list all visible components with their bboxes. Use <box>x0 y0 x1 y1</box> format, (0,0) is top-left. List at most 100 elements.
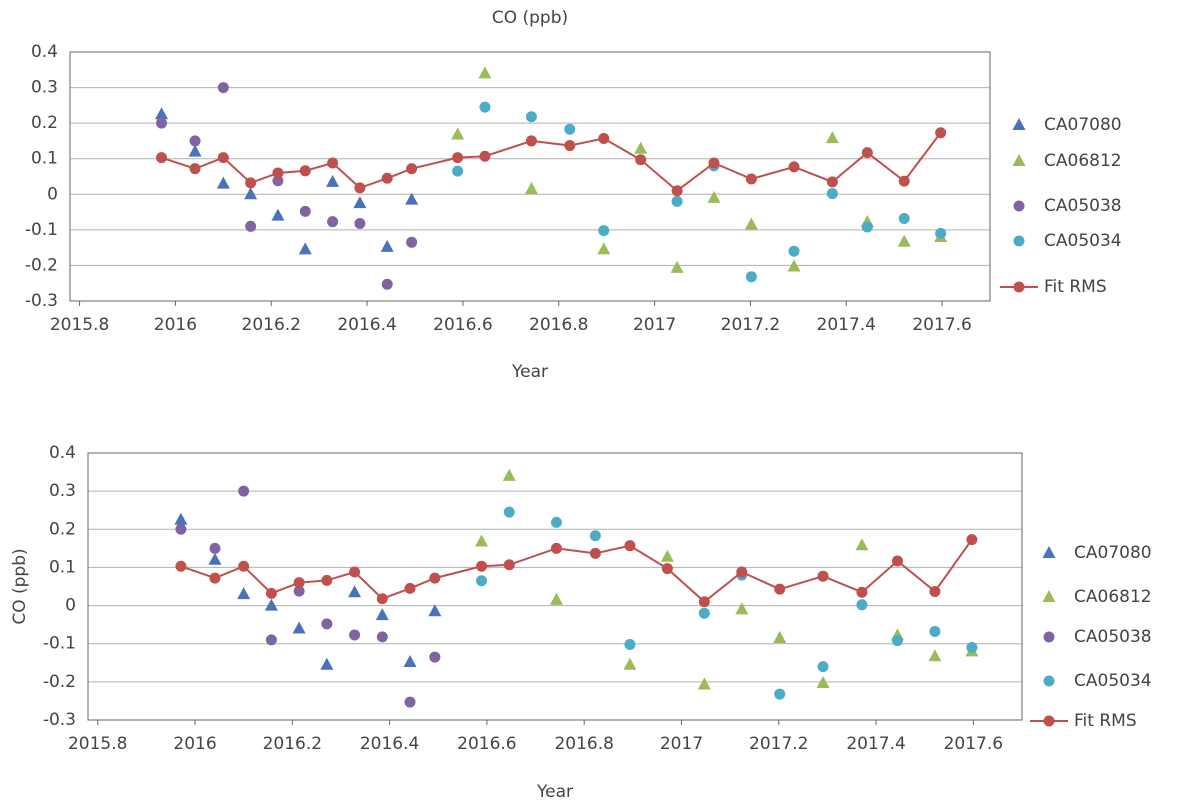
y-tick-label: -0.1 <box>25 220 58 240</box>
chart-title: CO (ppb) <box>492 8 568 28</box>
x-tick-label: 2016.2 <box>242 315 301 335</box>
data-point <box>525 111 537 123</box>
data-point <box>861 147 873 159</box>
data-point <box>405 192 419 205</box>
x-tick-label: 2016.4 <box>360 734 419 754</box>
data-point <box>671 195 683 207</box>
data-point <box>271 208 285 221</box>
y-tick-label: -0.2 <box>25 255 58 275</box>
data-point <box>326 174 340 187</box>
x-tick-label: 2017 <box>633 315 676 335</box>
data-point <box>861 221 873 233</box>
legend-marker <box>1013 281 1025 293</box>
data-point <box>736 566 748 578</box>
data-point <box>292 621 306 634</box>
data-point <box>476 560 488 572</box>
x-tick-label: 2017.6 <box>912 315 971 335</box>
data-point <box>855 538 869 551</box>
data-point <box>298 242 312 255</box>
x-tick-label: 2016.6 <box>457 734 516 754</box>
data-point <box>788 245 800 257</box>
x-tick-label: 2016 <box>154 315 197 335</box>
data-point <box>375 608 389 621</box>
x-tick-label: 2015.8 <box>68 734 127 754</box>
data-point <box>826 188 838 200</box>
data-point <box>354 182 366 194</box>
data-point <box>264 598 278 611</box>
data-point <box>155 107 169 120</box>
data-point <box>428 604 442 617</box>
data-point <box>376 593 388 605</box>
data-point <box>550 516 562 528</box>
data-point <box>774 688 786 700</box>
legend-label: CA05034 <box>1044 231 1122 251</box>
data-point <box>321 574 333 586</box>
data-point <box>327 216 339 228</box>
data-point <box>380 239 394 252</box>
legend-label: Fit RMS <box>1074 711 1137 731</box>
x-tick-label: 2015.8 <box>50 315 109 335</box>
data-point <box>238 485 250 497</box>
data-point <box>550 542 562 554</box>
x-tick-label: 2017.4 <box>817 315 876 335</box>
legend-marker <box>1042 546 1056 558</box>
data-point <box>735 602 749 615</box>
data-point <box>321 618 333 630</box>
data-point <box>429 572 441 584</box>
legend-label: CA06812 <box>1074 587 1152 607</box>
x-tick-label: 2016.8 <box>529 315 588 335</box>
data-point <box>697 677 711 690</box>
data-point <box>349 566 361 578</box>
data-point <box>479 150 491 162</box>
data-point <box>265 587 277 599</box>
y-tick-label: 0.4 <box>49 443 76 463</box>
data-point <box>898 175 910 187</box>
data-point <box>891 635 903 647</box>
data-point <box>429 651 441 663</box>
y-tick-label: 0.4 <box>31 42 58 62</box>
data-point <box>381 278 393 290</box>
data-point <box>897 234 911 247</box>
data-point <box>272 167 284 179</box>
data-point <box>376 631 388 643</box>
data-point <box>299 205 311 217</box>
data-point <box>451 127 465 140</box>
data-point <box>564 140 576 152</box>
data-point <box>244 187 258 200</box>
data-point <box>156 117 168 129</box>
plot-frame <box>69 51 991 302</box>
data-point <box>745 271 757 283</box>
y-tick-label: 0.3 <box>31 78 58 98</box>
y-tick-label: 0.2 <box>31 113 58 133</box>
data-point <box>502 468 516 481</box>
data-point <box>245 220 257 232</box>
data-point <box>597 242 611 255</box>
data-point <box>217 152 229 164</box>
data-point <box>320 657 334 670</box>
data-point <box>698 596 710 608</box>
data-point <box>708 157 720 169</box>
data-point <box>635 154 647 166</box>
y-tick-label: -0.3 <box>43 710 76 730</box>
data-point <box>788 161 800 173</box>
legend-marker <box>1043 675 1055 687</box>
x-tick-label: 2017.2 <box>749 734 808 754</box>
data-point <box>856 586 868 598</box>
data-point <box>189 135 201 147</box>
data-point <box>935 127 947 139</box>
data-point <box>327 157 339 169</box>
data-point <box>817 570 829 582</box>
data-point <box>773 630 787 643</box>
data-point <box>381 172 393 184</box>
data-point <box>245 177 257 189</box>
data-point <box>299 165 311 177</box>
x-tick-label: 2016.8 <box>554 734 613 754</box>
legend-marker <box>1042 590 1056 602</box>
data-point <box>156 152 168 164</box>
x-tick-label: 2017 <box>660 734 703 754</box>
data-point <box>208 552 222 565</box>
data-point <box>348 585 362 598</box>
y-tick-label: -0.2 <box>43 672 76 692</box>
data-point <box>661 563 673 575</box>
data-point <box>935 227 947 239</box>
